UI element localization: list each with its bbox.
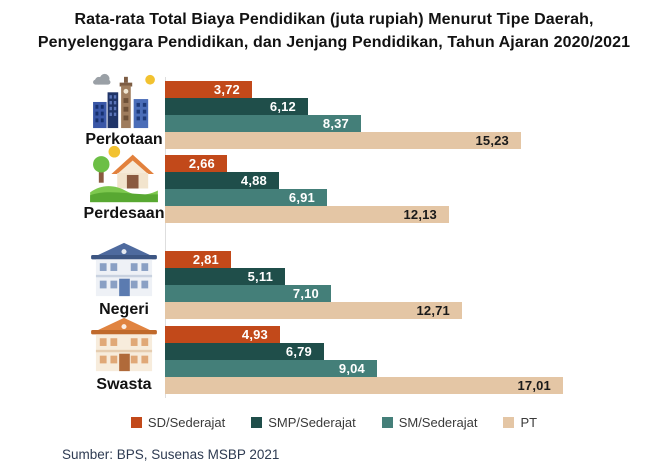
chart-group-perdesaan: Perdesaan 2,66 4,88 6,91 12,13 [0, 145, 668, 223]
bar-perkotaan-smp: 6,12 [165, 98, 308, 115]
legend-swatch-smp [251, 417, 263, 428]
legend: SD/Sederajat SMP/Sederajat SM/Sederajat PT [0, 415, 668, 430]
category-label-negeri: Negeri [99, 301, 149, 318]
bar-negeri-sd: 2,81 [165, 251, 231, 268]
source-note: Sumber: BPS, Susenas MSBP 2021 [62, 447, 280, 462]
chart-title-line-2: Penyelenggara Pendidikan, dan Jenjang Pe… [37, 34, 631, 51]
chart-group-perkotaan: Perkotaan 3,72 6,12 8,37 15,23 [0, 73, 668, 149]
legend-item-smp: SMP/Sederajat [251, 415, 356, 430]
bar-value-label: 6,79 [285, 344, 312, 359]
bar-value-label: 15,23 [475, 133, 509, 148]
bar-perkotaan-sm: 8,37 [165, 115, 361, 132]
legend-item-pt: PT [503, 415, 537, 430]
bar-value-label: 4,93 [241, 327, 268, 342]
category-label-perkotaan: Perkotaan [85, 131, 163, 148]
bar-perdesaan-sd: 2,66 [165, 155, 227, 172]
bar-value-label: 7,10 [292, 286, 319, 301]
bar-value-label: 2,81 [192, 252, 219, 267]
bar-value-label: 12,13 [403, 207, 437, 222]
grouped-horizontal-bar-chart: Perkotaan 3,72 6,12 8,37 15,23 Perdesaan 2,66 4… [0, 73, 668, 398]
bar-stack-negeri: 2,81 5,11 7,10 12,71 [165, 251, 462, 319]
chart-group-swasta: Swasta 4,93 6,79 9,04 17,01 [0, 317, 668, 394]
bar-value-label: 5,11 [247, 269, 273, 284]
legend-label-sd: SD/Sederajat [147, 415, 226, 430]
bar-swasta-pt: 17,01 [165, 377, 563, 394]
bar-perdesaan-sm: 6,91 [165, 189, 327, 206]
category-header-perdesaan: Perdesaan [0, 145, 165, 223]
legend-swatch-pt [503, 417, 515, 428]
private-school-building-icon [89, 315, 159, 375]
chart-group-negeri: Negeri 2,81 5,11 7,10 12,71 [0, 242, 668, 319]
category-label-swasta: Swasta [96, 376, 152, 393]
public-school-building-icon [89, 240, 159, 300]
legend-swatch-sm [381, 417, 393, 428]
bar-stack-swasta: 4,93 6,79 9,04 17,01 [165, 326, 563, 394]
bar-negeri-smp: 5,11 [165, 268, 285, 285]
bar-stack-perkotaan: 3,72 6,12 8,37 15,23 [165, 81, 521, 149]
legend-label-pt: PT [520, 415, 538, 430]
bar-value-label: 9,04 [338, 361, 365, 376]
legend-label-smp: SMP/Sederajat [268, 415, 356, 430]
category-header-negeri: Negeri [0, 242, 165, 319]
bar-perkotaan-sd: 3,72 [165, 81, 252, 98]
bar-value-label: 17,01 [517, 378, 551, 393]
category-header-swasta: Swasta [0, 317, 165, 394]
bar-negeri-pt: 12,71 [165, 302, 462, 319]
city-icon [88, 72, 160, 130]
chart-title-line-1: Rata-rata Total Biaya Pendidikan (juta r… [74, 11, 594, 28]
bar-value-label: 3,72 [213, 82, 240, 97]
bar-perdesaan-smp: 4,88 [165, 172, 279, 189]
bar-value-label: 4,88 [240, 173, 267, 188]
bar-value-label: 6,12 [269, 99, 296, 114]
village-icon [88, 144, 160, 204]
category-label-perdesaan: Perdesaan [83, 205, 165, 222]
legend-item-sd: SD/Sederajat [130, 415, 226, 430]
bar-stack-perdesaan: 2,66 4,88 6,91 12,13 [165, 155, 449, 223]
bar-value-label: 6,91 [288, 190, 315, 205]
legend-item-sm: SM/Sederajat [381, 415, 478, 430]
bar-swasta-sd: 4,93 [165, 326, 280, 343]
bar-negeri-sm: 7,10 [165, 285, 331, 302]
bar-perdesaan-pt: 12,13 [165, 206, 449, 223]
legend-label-sm: SM/Sederajat [398, 415, 478, 430]
bar-swasta-smp: 6,79 [165, 343, 324, 360]
bar-perkotaan-pt: 15,23 [165, 132, 521, 149]
bar-swasta-sm: 9,04 [165, 360, 377, 377]
category-header-perkotaan: Perkotaan [0, 73, 165, 149]
chart-title: Rata-rata Total Biaya Pendidikan (juta r… [0, 8, 668, 54]
bar-value-label: 12,71 [416, 303, 450, 318]
legend-swatch-sd [130, 417, 142, 428]
bar-value-label: 2,66 [188, 156, 215, 171]
bar-value-label: 8,37 [322, 116, 349, 131]
